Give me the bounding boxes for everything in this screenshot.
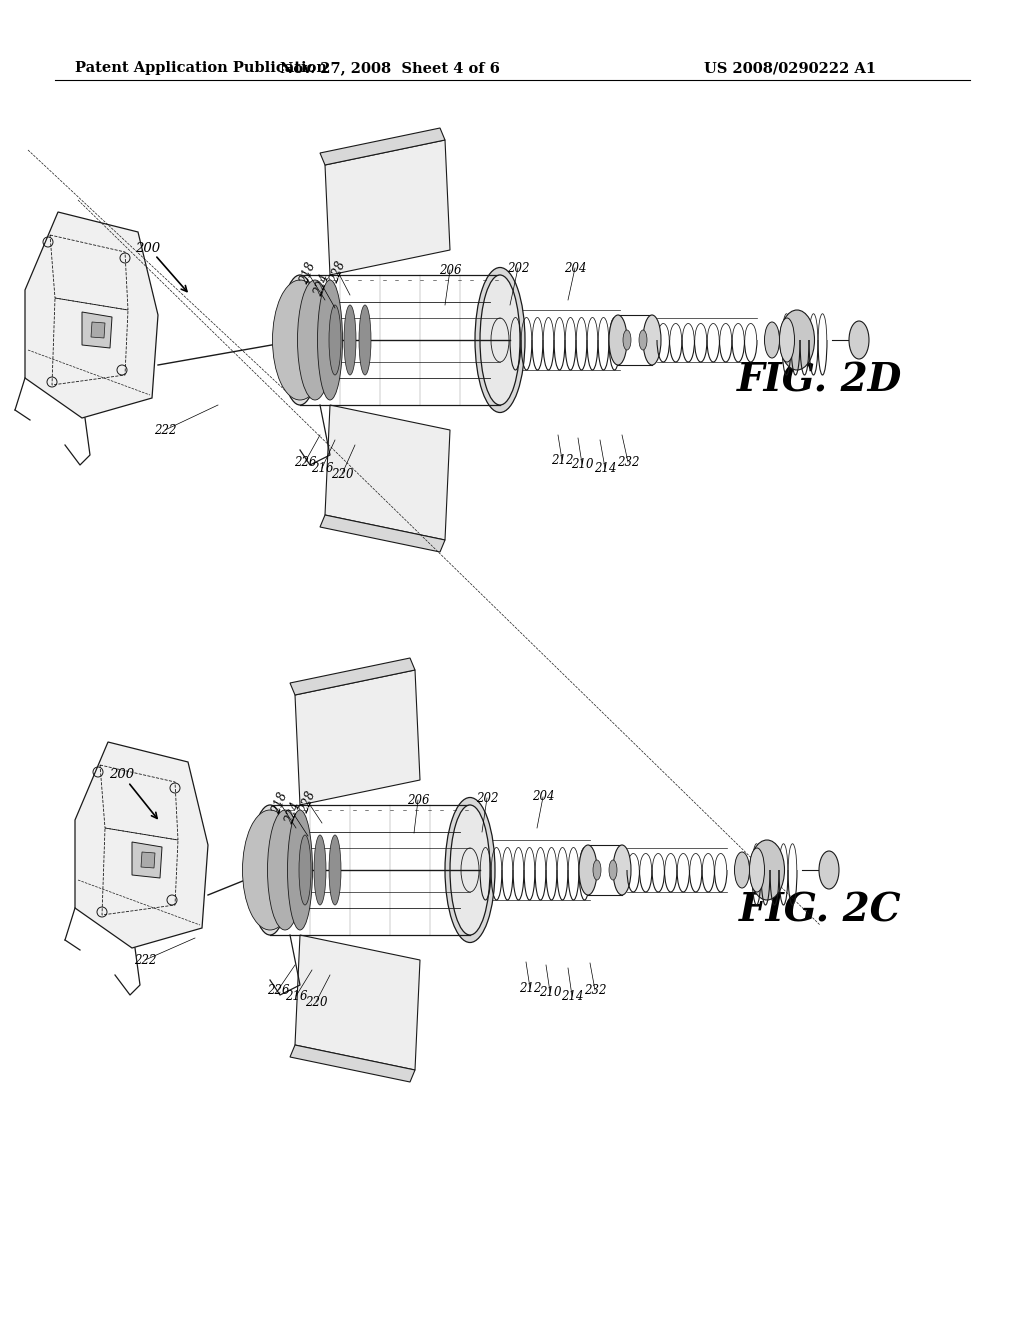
Text: 218: 218: [269, 791, 290, 816]
Text: 212: 212: [519, 982, 542, 994]
Ellipse shape: [445, 797, 495, 942]
Ellipse shape: [299, 836, 311, 906]
Ellipse shape: [250, 805, 290, 935]
Ellipse shape: [329, 836, 341, 906]
Text: 200: 200: [135, 242, 161, 255]
Text: 232: 232: [584, 983, 606, 997]
Polygon shape: [25, 213, 158, 418]
Polygon shape: [325, 405, 450, 540]
Text: US 2008/0290222 A1: US 2008/0290222 A1: [703, 61, 877, 75]
Text: 222: 222: [154, 424, 176, 437]
Text: 220: 220: [305, 995, 328, 1008]
Ellipse shape: [609, 315, 627, 366]
Polygon shape: [141, 851, 155, 869]
Text: 210: 210: [539, 986, 561, 998]
Ellipse shape: [267, 810, 302, 931]
Text: 212: 212: [551, 454, 573, 466]
Ellipse shape: [288, 810, 312, 931]
Polygon shape: [295, 671, 420, 805]
Polygon shape: [82, 312, 112, 348]
Ellipse shape: [623, 330, 631, 350]
Polygon shape: [91, 322, 105, 338]
Ellipse shape: [329, 305, 341, 375]
Polygon shape: [290, 657, 415, 696]
Ellipse shape: [849, 321, 869, 359]
Polygon shape: [75, 742, 208, 948]
Ellipse shape: [643, 315, 662, 366]
Text: 224: 224: [311, 272, 332, 298]
Text: 214: 214: [561, 990, 584, 1002]
Text: 228: 228: [328, 259, 348, 285]
Ellipse shape: [765, 322, 779, 358]
Text: 210: 210: [570, 458, 593, 470]
Text: 202: 202: [507, 261, 529, 275]
Ellipse shape: [298, 280, 333, 400]
Text: 204: 204: [564, 261, 587, 275]
Text: 214: 214: [594, 462, 616, 474]
Text: 204: 204: [531, 791, 554, 804]
Ellipse shape: [609, 861, 617, 880]
Ellipse shape: [734, 851, 750, 888]
Ellipse shape: [613, 845, 631, 895]
Text: 216: 216: [285, 990, 307, 1002]
Ellipse shape: [243, 810, 298, 931]
Text: Patent Application Publication: Patent Application Publication: [75, 61, 327, 75]
Ellipse shape: [272, 280, 328, 400]
Ellipse shape: [280, 275, 319, 405]
Text: 226: 226: [294, 455, 316, 469]
Ellipse shape: [344, 305, 356, 375]
Text: 228: 228: [298, 789, 318, 814]
Text: 206: 206: [438, 264, 461, 276]
Polygon shape: [319, 515, 445, 552]
Text: Nov. 27, 2008  Sheet 4 of 6: Nov. 27, 2008 Sheet 4 of 6: [280, 61, 500, 75]
Ellipse shape: [475, 268, 525, 412]
Ellipse shape: [593, 861, 601, 880]
Polygon shape: [132, 842, 162, 878]
Text: 222: 222: [134, 953, 157, 966]
Text: FIG. 2D: FIG. 2D: [737, 360, 903, 399]
Ellipse shape: [819, 851, 839, 888]
Text: FIG. 2C: FIG. 2C: [738, 891, 901, 929]
Text: 220: 220: [331, 467, 353, 480]
Text: 232: 232: [616, 455, 639, 469]
Polygon shape: [319, 128, 445, 165]
Ellipse shape: [314, 836, 326, 906]
Text: 218: 218: [298, 260, 318, 286]
Ellipse shape: [579, 845, 597, 895]
Ellipse shape: [750, 847, 765, 892]
Ellipse shape: [779, 318, 795, 362]
Text: 224: 224: [283, 800, 303, 826]
Polygon shape: [290, 1045, 415, 1082]
Text: 206: 206: [407, 793, 429, 807]
Ellipse shape: [450, 805, 490, 935]
Ellipse shape: [639, 330, 647, 350]
Polygon shape: [325, 140, 450, 275]
Ellipse shape: [317, 280, 342, 400]
Text: 200: 200: [110, 768, 134, 781]
Polygon shape: [295, 935, 420, 1071]
Text: 216: 216: [310, 462, 333, 474]
Text: 226: 226: [266, 983, 289, 997]
Ellipse shape: [480, 275, 520, 405]
Ellipse shape: [750, 840, 784, 900]
Ellipse shape: [779, 310, 814, 370]
Ellipse shape: [359, 305, 371, 375]
Text: 202: 202: [476, 792, 499, 804]
